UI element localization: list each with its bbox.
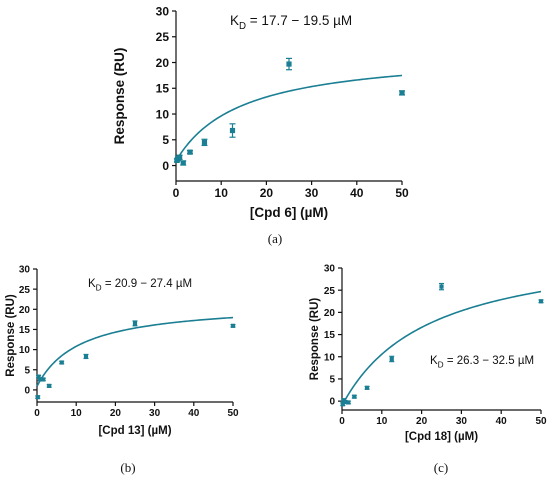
y-tick-label: 0 — [24, 386, 30, 397]
y-tick-label: 30 — [19, 265, 31, 276]
y-tick-label: 0 — [329, 397, 335, 408]
y-tick-label: 5 — [162, 133, 169, 147]
y-tick-label: 25 — [324, 286, 336, 297]
y-tick-label: 15 — [19, 325, 31, 336]
data-point — [83, 354, 89, 359]
kd-subscript: D — [438, 360, 444, 369]
fit-curve — [175, 74, 403, 162]
panel-caption: (a) — [268, 231, 282, 246]
panel-c: 0 5 10 15 20 25 30 0 10 20 30 40 50 Response (RU) [Cpd… — [309, 264, 547, 475]
fit-curve — [36, 316, 234, 387]
y-axis-title: Response (RU) — [112, 48, 127, 145]
x-tick-label: 40 — [188, 408, 200, 419]
data-point — [201, 139, 208, 145]
data-point — [36, 374, 41, 379]
data-point — [439, 284, 444, 289]
x-tick-label: 20 — [260, 186, 274, 200]
data-point — [230, 323, 236, 328]
data-point — [343, 399, 348, 405]
kd-symbol: K — [88, 278, 96, 290]
x-tick-label: 0 — [34, 408, 40, 419]
data-point — [229, 127, 236, 134]
data-point — [389, 356, 394, 362]
y-tick-label: 0 — [162, 159, 169, 173]
kd-value: = 20.9 − 27.4 µM — [102, 278, 192, 290]
kd-subscript: D — [239, 21, 246, 32]
x-tick-label: 40 — [496, 416, 508, 427]
kd-symbol: K — [430, 355, 438, 367]
x-tick-label: 20 — [110, 408, 122, 419]
y-tick-label: 20 — [156, 56, 170, 70]
y-tick-label: 30 — [156, 4, 170, 18]
panel-a: 0 5 10 15 20 25 30 0 10 20 30 40 50 Response (RU) [Cpd… — [112, 4, 409, 246]
y-tick-label: 5 — [24, 365, 30, 376]
x-tick-label: 50 — [395, 186, 409, 200]
kd-value: = 26.3 − 32.5 µM — [444, 355, 534, 367]
data-point — [346, 400, 351, 405]
y-tick-label: 10 — [156, 107, 170, 121]
kd-subscript: D — [96, 283, 102, 292]
x-tick-label: 30 — [149, 408, 161, 419]
kd-label: KD = 17.7 − 19.5 µM — [230, 13, 352, 32]
data-point — [286, 61, 292, 67]
y-tick-label: 10 — [19, 345, 31, 356]
x-tick-label: 50 — [227, 408, 239, 419]
fit-curve — [341, 290, 542, 406]
data-point — [41, 377, 46, 382]
panel-caption: (c) — [434, 460, 448, 475]
data-point — [177, 154, 183, 160]
x-tick-label: 20 — [416, 416, 428, 427]
y-axis-title: Response (RU) — [5, 294, 17, 377]
kd-label: KD = 20.9 − 27.4 µM — [88, 278, 192, 292]
y-tick-label: 20 — [19, 305, 31, 316]
x-tick-label: 10 — [215, 186, 229, 200]
data-point — [59, 360, 64, 365]
x-tick-label: 40 — [350, 186, 364, 200]
y-tick-label: 25 — [19, 285, 31, 296]
x-tick-label: 10 — [71, 408, 83, 419]
y-tick-label: 10 — [324, 352, 336, 363]
y-tick-label: 15 — [156, 82, 170, 96]
x-tick-label: 0 — [173, 186, 180, 200]
x-tick-label: 0 — [339, 416, 345, 427]
data-point — [187, 149, 193, 155]
data-point — [47, 383, 52, 388]
x-tick-label: 50 — [535, 416, 547, 427]
y-tick-label: 25 — [156, 30, 170, 44]
data-point — [132, 321, 138, 326]
kd-label: KD = 26.3 − 32.5 µM — [430, 355, 534, 369]
y-tick-label: 5 — [329, 375, 335, 386]
data-point — [538, 299, 544, 304]
data-point — [180, 160, 186, 166]
y-tick-label: 30 — [324, 264, 336, 275]
x-axis-title: [Cpd 6] (µM) — [250, 205, 328, 220]
data-point — [352, 394, 357, 399]
kd-symbol: K — [230, 13, 239, 28]
x-tick-label: 10 — [376, 416, 388, 427]
x-tick-label: 30 — [305, 186, 319, 200]
y-axis-title: Response (RU) — [309, 298, 321, 381]
y-tick-label: 20 — [324, 308, 336, 319]
x-tick-label: 30 — [456, 416, 468, 427]
panel-caption: (b) — [120, 460, 135, 475]
x-axis-title: [Cpd 13] (µM) — [98, 425, 171, 437]
x-axis-title: [Cpd 18] (µM) — [405, 431, 478, 443]
data-point — [38, 377, 43, 382]
y-tick-label: 15 — [324, 330, 336, 341]
data-point — [364, 385, 370, 390]
data-point — [340, 402, 345, 407]
data-point — [35, 395, 40, 400]
panel-b: 0 5 10 15 20 25 30 0 10 20 30 40 50 Response (RU) [Cpd… — [5, 265, 239, 475]
kd-value: = 17.7 − 19.5 µM — [246, 13, 352, 28]
data-point — [399, 90, 405, 96]
